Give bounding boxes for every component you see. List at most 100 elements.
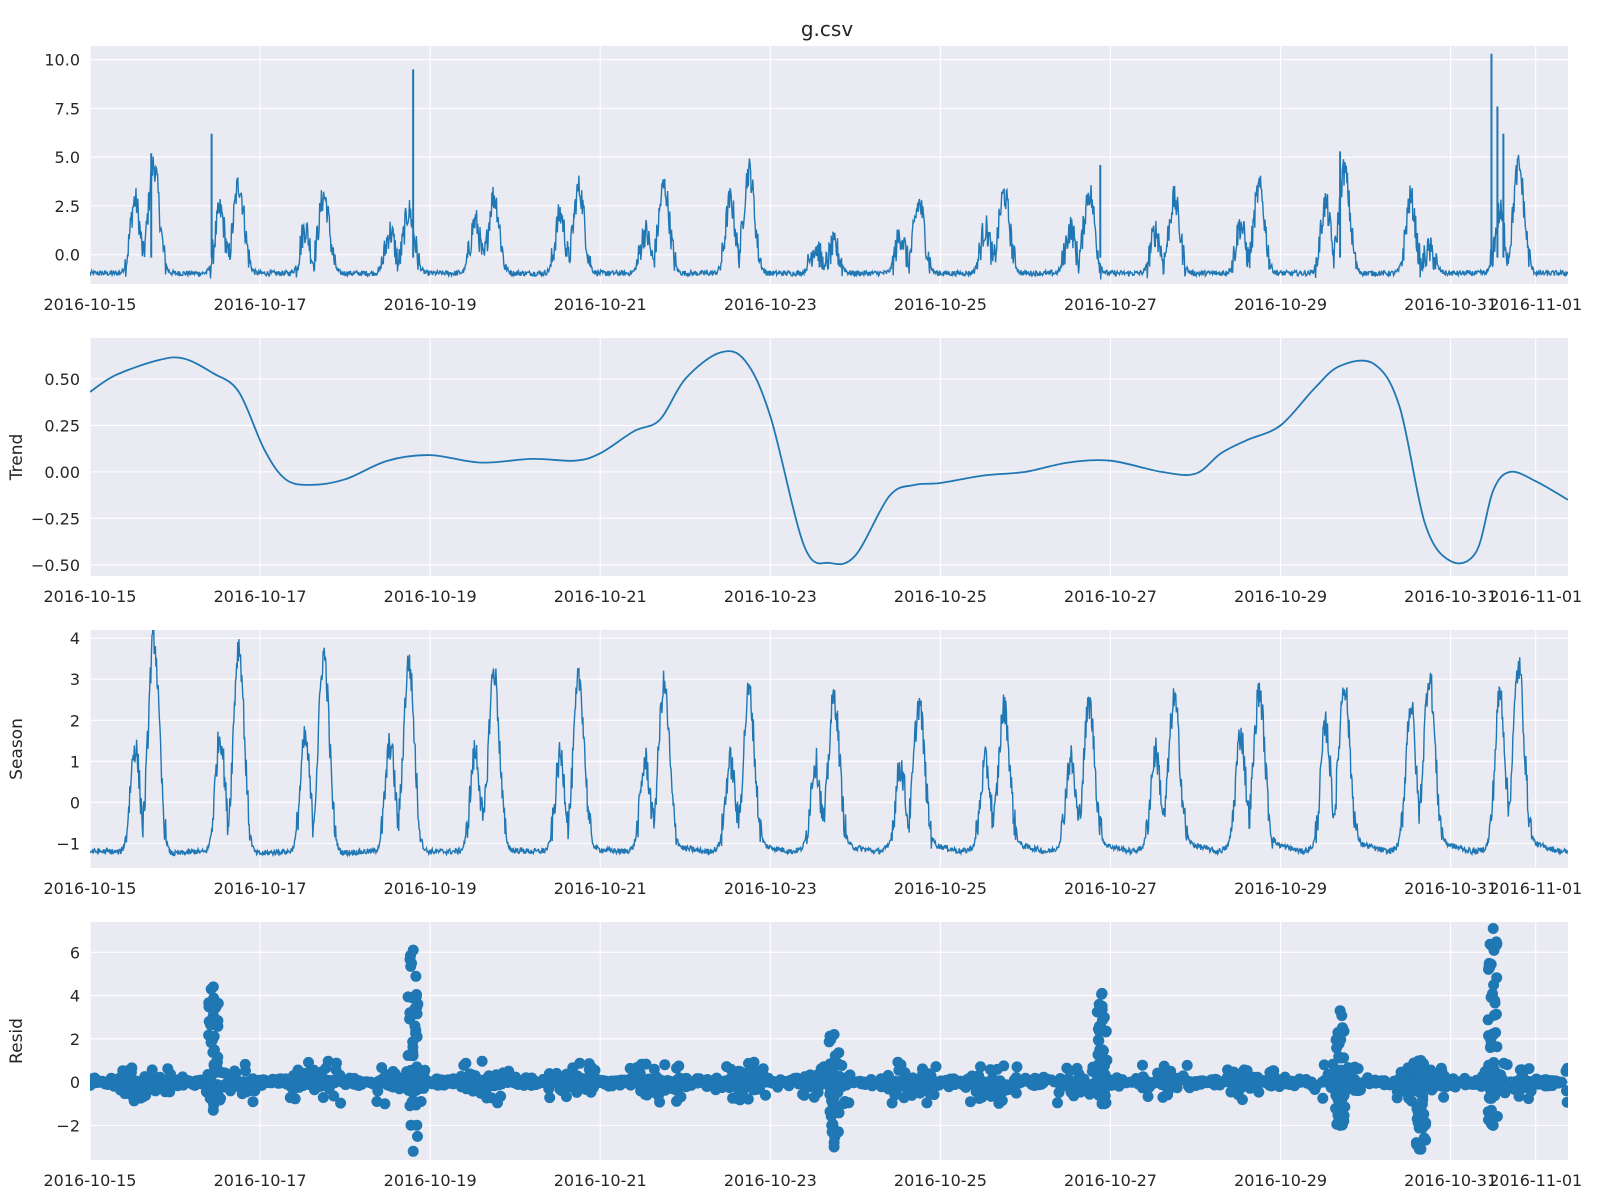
resid-point [536, 1076, 548, 1088]
resid-point [1331, 1042, 1343, 1054]
resid-point [718, 1076, 730, 1088]
resid-point [102, 1079, 114, 1090]
resid-point [119, 1088, 131, 1100]
resid-point [1470, 1076, 1481, 1088]
resid-point [1127, 1076, 1138, 1088]
resid-point [1078, 1080, 1090, 1092]
resid-point [1222, 1064, 1234, 1076]
resid-point [1414, 1111, 1426, 1123]
resid-point [1412, 1076, 1423, 1088]
resid-point [1096, 1098, 1108, 1110]
plot-area [90, 338, 1568, 576]
resid-point [1561, 1096, 1568, 1108]
resid-point [804, 1069, 816, 1081]
resid-point [152, 1076, 164, 1088]
resid-point [301, 1074, 313, 1086]
resid-point [320, 1062, 332, 1074]
resid-point [1317, 1092, 1329, 1104]
resid-point [1446, 1076, 1458, 1088]
resid-point [733, 1079, 745, 1091]
resid-point [984, 1064, 996, 1076]
x-tick-label: 2016-10-27 [1064, 587, 1157, 606]
resid-point [287, 1084, 299, 1096]
resid-point [411, 989, 422, 1000]
resid-point [111, 1073, 123, 1085]
resid-point [207, 1046, 219, 1058]
y-tick-label: 1 [70, 752, 80, 771]
resid-point [640, 1058, 652, 1070]
x-tick-label: 2016-10-19 [384, 295, 477, 314]
resid-point [1190, 1079, 1202, 1091]
x-tick-label: 2016-10-25 [894, 587, 987, 606]
resid-point [994, 1075, 1006, 1087]
resid-point [119, 1073, 131, 1085]
resid-point [212, 1015, 224, 1027]
resid-point [458, 1059, 470, 1071]
resid-point [191, 1077, 203, 1089]
y-axis-label: Trend [7, 434, 27, 482]
resid-point [1370, 1077, 1382, 1089]
resid-point [921, 1097, 933, 1109]
y-axis-label: Season [7, 718, 27, 780]
x-tick-label: 2016-10-15 [44, 587, 137, 606]
x-tick-label: 2016-11-01 [1489, 587, 1582, 606]
resid-point [412, 1130, 423, 1142]
resid-point [1561, 1085, 1568, 1097]
resid-point [207, 1104, 219, 1116]
resid-point [757, 1063, 769, 1075]
x-tick-label: 2016-10-19 [384, 879, 477, 898]
resid-point [673, 1060, 685, 1072]
resid-point [659, 1059, 671, 1071]
resid-point [1093, 1035, 1105, 1047]
resid-point [1338, 1065, 1350, 1077]
x-tick-label: 2016-10-19 [384, 1171, 477, 1190]
resid-point [828, 1093, 840, 1105]
resid-point [1488, 1057, 1500, 1068]
y-tick-label: 10.0 [44, 51, 80, 70]
resid-point [1332, 1094, 1344, 1106]
resid-point [775, 1076, 787, 1088]
resid-point [1099, 1082, 1111, 1093]
y-tick-label: 3 [70, 670, 80, 689]
resid-point [256, 1079, 268, 1091]
resid-point [828, 1141, 840, 1153]
resid-point [797, 1088, 809, 1100]
y-axis-label: Resid [7, 1018, 27, 1064]
resid-point [760, 1089, 771, 1101]
resid-point [334, 1069, 346, 1081]
resid-point [1093, 1089, 1105, 1101]
panel-trend: 2016-10-15 2016-10-17 2016-10-19 2016-10-21… [7, 338, 1582, 606]
resid-point [1339, 1101, 1351, 1113]
resid-point [486, 1080, 498, 1091]
resid-point [1487, 923, 1499, 934]
resid-point [1490, 1008, 1502, 1020]
resid-point [1513, 1090, 1525, 1102]
resid-point [1206, 1077, 1218, 1089]
x-tick-label: 2016-10-21 [554, 879, 647, 898]
resid-point [236, 1088, 248, 1100]
resid-point [618, 1076, 630, 1088]
x-tick-label: 2016-10-29 [1234, 587, 1327, 606]
x-tick-label: 2016-10-25 [894, 295, 987, 314]
resid-point [930, 1061, 942, 1073]
resid-point [828, 1029, 840, 1040]
resid-point [940, 1076, 952, 1088]
y-tick-label: 0.00 [44, 463, 80, 482]
resid-point [90, 1072, 101, 1084]
resid-point [247, 1081, 259, 1093]
resid-point [407, 1050, 419, 1062]
resid-point [1414, 1087, 1426, 1099]
resid-point [203, 997, 215, 1009]
resid-point [549, 1076, 561, 1088]
resid-point [1096, 987, 1108, 999]
y-tick-label: 7.5 [55, 99, 80, 118]
x-tick-label: 2016-10-31 [1404, 1171, 1497, 1190]
resid-point [317, 1092, 329, 1103]
resid-point [624, 1062, 636, 1074]
resid-point [826, 1078, 838, 1090]
resid-point [1461, 1077, 1473, 1089]
resid-point [606, 1080, 618, 1092]
resid-point [411, 1008, 423, 1020]
resid-point [710, 1084, 722, 1096]
resid-point [387, 1066, 399, 1077]
